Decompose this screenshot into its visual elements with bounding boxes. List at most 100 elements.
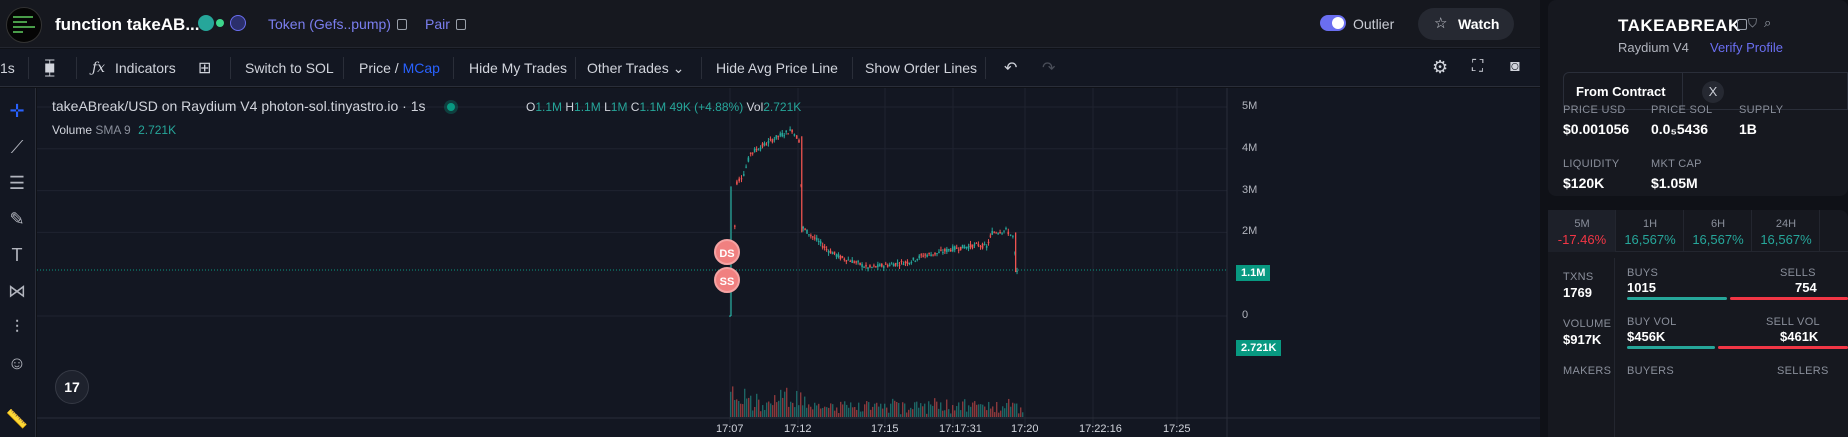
timeframe-label: 5M <box>1574 218 1590 230</box>
x-tick-label: 17:12 <box>784 423 812 435</box>
undo-icon[interactable]: ↶ <box>1004 60 1018 77</box>
timeframe-label: 24H <box>1775 218 1797 230</box>
outlier-toggle[interactable] <box>1320 15 1346 31</box>
indicators-button[interactable]: Indicators <box>115 60 176 76</box>
candle-body <box>857 261 859 263</box>
volume-bar <box>802 405 804 417</box>
outlier-label: Outlier <box>1353 16 1395 32</box>
candle-body <box>867 267 869 270</box>
rp-token-name: TAKEABREAK <box>1618 16 1741 35</box>
timeframe-tab-24h[interactable]: 24H 16,567% <box>1752 210 1820 252</box>
camera-icon[interactable]: ◙ <box>1510 58 1520 75</box>
volume-bar <box>1020 407 1022 417</box>
candle-body <box>810 235 812 237</box>
volume-bar <box>760 411 762 417</box>
hide-my-trades-button[interactable]: Hide My Trades <box>469 60 568 76</box>
other-trades-dropdown[interactable]: Other Trades ⌄ <box>587 60 684 77</box>
candle-body <box>987 241 990 244</box>
volume-bar <box>984 406 986 417</box>
candle-body <box>965 246 968 248</box>
brush-icon[interactable]: ✎ <box>9 209 25 229</box>
candle-body <box>1012 235 1014 237</box>
candle-body <box>953 246 956 250</box>
interval-selector[interactable]: 1s <box>0 60 15 76</box>
volume-bar <box>998 412 1000 417</box>
copy-icon[interactable] <box>455 19 466 30</box>
volume-bar <box>968 405 970 417</box>
volume-bar <box>1014 403 1016 417</box>
candle-body <box>738 178 740 182</box>
volume-bar <box>872 406 874 417</box>
buy-vol-label: BUY VOL <box>1627 316 1677 328</box>
verify-profile-link[interactable]: Verify Profile <box>1710 40 1783 55</box>
candle-body <box>845 260 848 262</box>
token-address-link[interactable]: Token (Gefs..pump) <box>268 16 407 32</box>
candle-body <box>951 246 954 252</box>
link-icon[interactable] <box>198 15 214 31</box>
indicators-icon[interactable]: ƒx <box>92 60 106 76</box>
volume-bar <box>858 402 860 417</box>
timeframe-tab-5m[interactable]: 5M -17.46% <box>1548 210 1616 252</box>
trendline-icon[interactable]: ⟋ <box>10 137 24 157</box>
volume-bar <box>848 407 850 417</box>
volume-bar <box>928 401 930 417</box>
volume-bar <box>748 397 750 417</box>
redo-icon[interactable]: ↷ <box>1042 60 1056 77</box>
candle-body <box>871 266 873 268</box>
candle-body <box>894 263 897 266</box>
volume-bar <box>952 405 954 417</box>
crosshair-icon[interactable]: ✛ <box>9 101 25 121</box>
prediction-icon[interactable]: ⫶ <box>14 317 20 337</box>
volume-bar <box>812 409 814 417</box>
candle-body <box>751 152 754 154</box>
hide-avg-price-button[interactable]: Hide Avg Price Line <box>716 60 838 76</box>
volume-bar <box>986 410 988 417</box>
volume-bar <box>906 412 908 417</box>
candle-body <box>879 264 881 267</box>
price-toggle[interactable]: Price / MCap <box>359 60 440 76</box>
candle-body <box>823 246 826 248</box>
candle-body <box>765 144 768 146</box>
sells-value: 754 <box>1795 280 1817 295</box>
tradingview-logo[interactable]: 17 <box>55 370 89 404</box>
candle-body <box>798 139 800 143</box>
price-chart[interactable]: takeABreak/USD on Raydium V4 photon-sol.… <box>37 88 1540 437</box>
volume-bar <box>828 407 830 417</box>
timeframe-tab-6h[interactable]: 6H 16,567% <box>1684 210 1752 252</box>
fullscreen-icon[interactable]: ⛶ <box>1472 58 1484 75</box>
candle-body <box>957 249 960 251</box>
trade-marker-ss[interactable]: SS <box>714 267 740 293</box>
volume-bar <box>1012 402 1014 417</box>
candle-body <box>855 261 857 263</box>
ruler-icon[interactable]: 📏 <box>5 409 29 429</box>
fib-icon[interactable]: ☰ <box>8 173 26 193</box>
pair-link[interactable]: Pair <box>425 16 466 32</box>
current-volume-tag: 2.721K <box>1236 340 1282 356</box>
emoji-icon[interactable]: ☺ <box>7 353 27 373</box>
layout-icon[interactable]: ⊞ <box>198 60 212 77</box>
volume-bar <box>990 408 992 417</box>
volume-bar <box>886 407 888 417</box>
timeframe-tab-1h[interactable]: 1H 16,567% <box>1616 210 1684 252</box>
switch-sol-button[interactable]: Switch to SOL <box>245 60 334 76</box>
ohlc-h-label: H <box>565 100 575 114</box>
from-contract-tab[interactable]: From Contract <box>1563 72 1683 110</box>
watch-button[interactable]: ☆ Watch <box>1418 8 1514 40</box>
text-icon[interactable]: T <box>11 245 23 265</box>
candle-body <box>932 254 934 256</box>
current-price-tag: 1.1M <box>1236 265 1271 281</box>
trade-marker-ds[interactable]: DS <box>714 239 740 265</box>
volume-bar <box>964 399 966 417</box>
candle-body <box>806 229 808 234</box>
candle-type-icon[interactable]: ⧯ <box>44 57 56 77</box>
x-tick-label: 17:15 <box>871 423 899 435</box>
copy-icon[interactable] <box>1737 19 1747 30</box>
show-order-lines-button[interactable]: Show Order Lines <box>865 60 978 76</box>
volume-bar <box>822 407 824 417</box>
copy-icon[interactable] <box>396 19 407 30</box>
volume-bar <box>924 403 926 417</box>
pattern-icon[interactable]: ⋈ <box>8 281 26 301</box>
volume-bar <box>942 410 944 417</box>
search-icon[interactable]: ⌕ <box>1764 15 1772 30</box>
settings-gear-icon[interactable]: ⚙ <box>1432 57 1449 77</box>
